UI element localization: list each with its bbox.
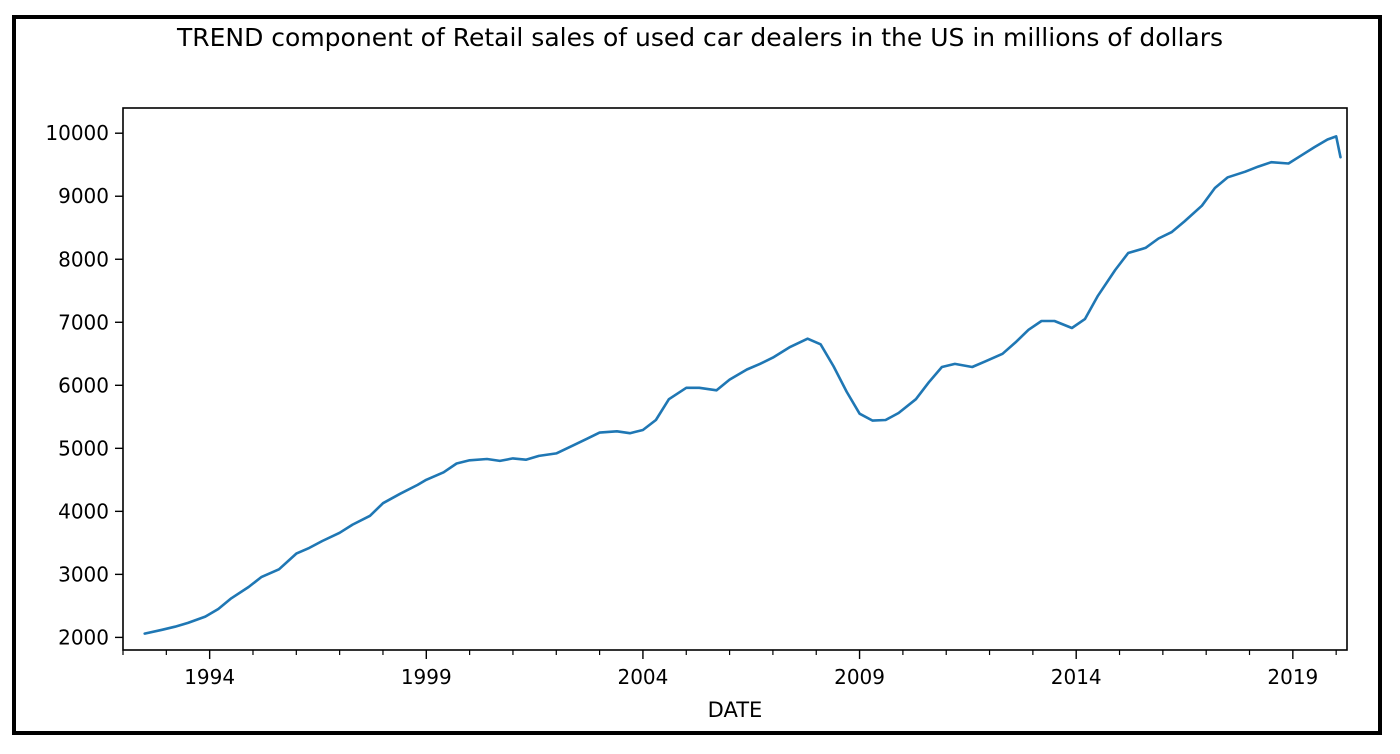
x-tick-label: 1994 bbox=[184, 665, 235, 689]
series-line bbox=[143, 135, 1342, 635]
x-tick-label: 2004 bbox=[617, 665, 668, 689]
y-axis: 2000 3000 4000 5000 6000 7000 8000 9000 10000 bbox=[45, 121, 123, 649]
x-tick-label: 2019 bbox=[1267, 665, 1318, 689]
y-tick-label: 9000 bbox=[58, 184, 109, 208]
x-axis: 1994 1999 2004 2009 2014 2019 bbox=[122, 650, 1337, 689]
plot-area bbox=[122, 107, 1348, 651]
y-tick-label: 6000 bbox=[58, 373, 109, 397]
figure-frame bbox=[12, 15, 1382, 735]
y-tick-label: 4000 bbox=[58, 499, 109, 523]
chart-title: TREND component of Retail sales of used … bbox=[176, 23, 1224, 52]
y-tick-label: 3000 bbox=[58, 562, 109, 586]
x-tick-label: 2014 bbox=[1051, 665, 1102, 689]
y-tick-label: 7000 bbox=[58, 310, 109, 334]
y-tick-label: 10000 bbox=[45, 121, 109, 145]
x-tick-label: 2009 bbox=[834, 665, 885, 689]
y-tick-label: 2000 bbox=[58, 625, 109, 649]
x-tick-label: 1999 bbox=[401, 665, 452, 689]
y-tick-label: 5000 bbox=[58, 436, 109, 460]
x-axis-label: DATE bbox=[708, 698, 763, 722]
y-tick-label: 8000 bbox=[58, 247, 109, 271]
